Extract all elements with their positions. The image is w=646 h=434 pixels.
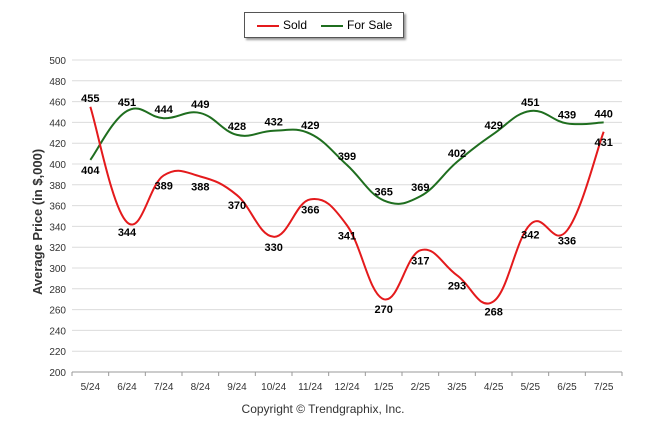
data-label-for-sale: 440	[594, 108, 612, 120]
y-tick-label: 320	[49, 243, 66, 254]
data-label-for-sale: 369	[411, 182, 429, 194]
data-label-for-sale: 432	[264, 117, 282, 129]
y-tick-label: 360	[49, 202, 66, 213]
data-label-sold: 341	[338, 230, 356, 242]
data-label-sold: 330	[264, 242, 282, 254]
x-tick-label: 2/25	[411, 382, 431, 393]
legend-swatch-for-sale	[321, 25, 343, 27]
data-label-for-sale: 404	[81, 165, 100, 177]
data-label-sold: 268	[484, 306, 502, 318]
x-tick-label: 8/24	[191, 382, 211, 393]
y-tick-label: 240	[49, 326, 66, 337]
y-axis-label: Average Price (in $,000)	[30, 148, 45, 295]
x-tick-label: 6/24	[117, 382, 137, 393]
data-label-sold: 388	[191, 181, 209, 193]
data-label-sold: 389	[154, 180, 172, 192]
data-label-for-sale: 365	[374, 186, 392, 198]
x-tick-label: 7/24	[154, 382, 174, 393]
data-label-sold: 342	[521, 229, 539, 241]
data-label-for-sale: 449	[191, 99, 209, 111]
data-label-for-sale: 402	[448, 148, 466, 160]
data-label-sold: 431	[594, 137, 612, 149]
data-label-sold: 370	[228, 200, 246, 212]
data-label-sold: 317	[411, 255, 429, 267]
data-label-for-sale: 399	[338, 151, 356, 163]
x-tick-label: 1/25	[374, 382, 394, 393]
y-tick-label: 480	[49, 77, 66, 88]
copyright-text: Copyright © Trendgraphix, Inc.	[241, 402, 405, 416]
y-tick-label: 500	[49, 56, 66, 67]
data-label-for-sale: 444	[154, 104, 173, 116]
y-tick-label: 400	[49, 160, 66, 171]
data-label-sold: 455	[81, 93, 99, 105]
y-tick-label: 340	[49, 222, 66, 233]
x-tick-label: 9/24	[227, 382, 247, 393]
y-tick-label: 420	[49, 139, 66, 150]
data-label-for-sale: 429	[301, 120, 319, 132]
y-tick-label: 260	[49, 306, 66, 317]
data-label-for-sale: 439	[558, 109, 576, 121]
y-tick-label: 200	[49, 368, 66, 379]
series-line-for-sale	[89, 107, 604, 205]
data-label-for-sale: 429	[484, 120, 502, 132]
legend-swatch-sold	[257, 25, 279, 27]
legend: Sold For Sale	[244, 12, 404, 38]
y-tick-label: 220	[49, 347, 66, 358]
y-tick-label: 440	[49, 118, 66, 129]
y-tick-label: 280	[49, 285, 66, 296]
data-label-for-sale: 428	[228, 121, 246, 133]
data-label-sold: 336	[558, 236, 576, 248]
legend-label-for-sale: For Sale	[347, 18, 393, 32]
x-tick-label: 6/25	[557, 382, 577, 393]
y-tick-label: 300	[49, 264, 66, 275]
data-label-sold: 344	[118, 227, 137, 239]
data-label-for-sale: 451	[521, 97, 539, 109]
y-tick-label: 460	[49, 98, 66, 109]
x-tick-label: 10/24	[261, 382, 286, 393]
data-label-sold: 366	[301, 204, 319, 216]
data-label-sold: 293	[448, 280, 466, 292]
x-tick-label: 3/25	[447, 382, 467, 393]
x-tick-label: 7/25	[594, 382, 614, 393]
data-label-sold: 270	[374, 304, 392, 316]
y-tick-label: 380	[49, 181, 66, 192]
x-tick-label: 12/24	[334, 382, 359, 393]
data-label-for-sale: 451	[118, 97, 136, 109]
x-tick-label: 5/25	[521, 382, 541, 393]
legend-label-sold: Sold	[283, 18, 308, 32]
x-tick-label: 4/25	[484, 382, 504, 393]
x-tick-label: 5/24	[81, 382, 101, 393]
x-tick-label: 11/24	[298, 382, 323, 393]
series-line-sold	[89, 106, 605, 305]
